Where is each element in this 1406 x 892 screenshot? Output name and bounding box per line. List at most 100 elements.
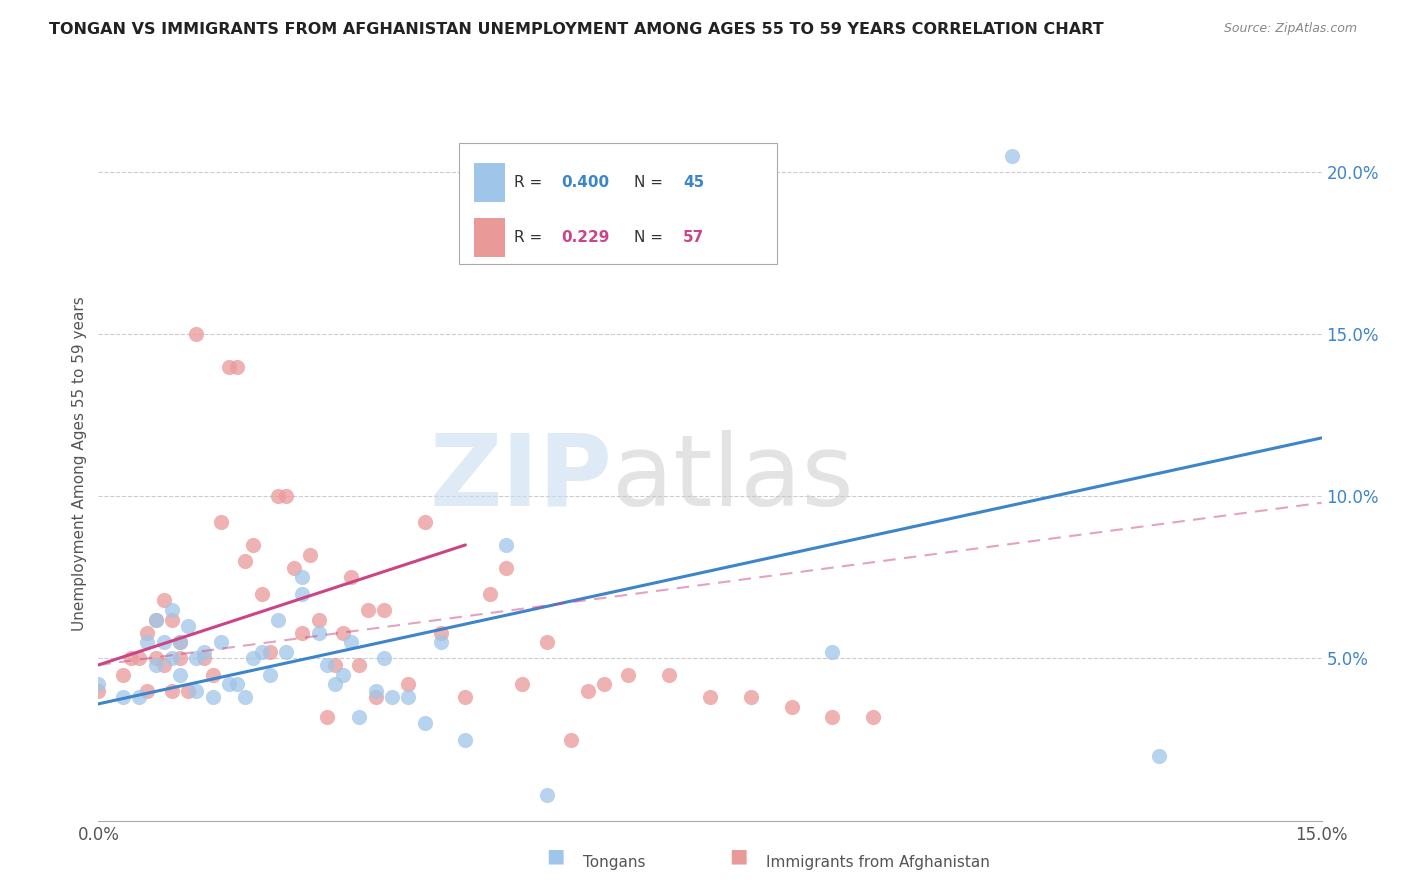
Immigrants from Afghanistan: [617, 667, 640, 681]
Bar: [474, 163, 505, 202]
Tongans: [160, 651, 183, 665]
Immigrants from Afghanistan: [536, 635, 558, 649]
Immigrants from Afghanistan: [315, 710, 337, 724]
Immigrants from Afghanistan: [699, 690, 721, 705]
Text: R =: R =: [515, 175, 547, 190]
Immigrants from Afghanistan: [560, 732, 582, 747]
Tongans: [218, 677, 240, 691]
Tongans: [242, 651, 264, 665]
Immigrants from Afghanistan: [233, 554, 256, 568]
Immigrants from Afghanistan: [209, 515, 232, 529]
Immigrants from Afghanistan: [349, 657, 371, 672]
Tongans: [291, 570, 314, 584]
Tongans: [250, 645, 273, 659]
Text: R =: R =: [515, 230, 547, 244]
Immigrants from Afghanistan: [169, 635, 191, 649]
Text: ZIP: ZIP: [429, 430, 612, 526]
Tongans: [267, 613, 290, 627]
Immigrants from Afghanistan: [226, 359, 249, 374]
Tongans: [364, 684, 387, 698]
Immigrants from Afghanistan: [576, 684, 599, 698]
Tongans: [111, 690, 134, 705]
Tongans: [226, 677, 249, 691]
Tongans: [145, 613, 167, 627]
Tongans: [323, 677, 346, 691]
FancyBboxPatch shape: [460, 143, 778, 264]
Tongans: [186, 651, 208, 665]
Text: Source: ZipAtlas.com: Source: ZipAtlas.com: [1223, 22, 1357, 36]
Tongans: [145, 657, 167, 672]
Tongans: [349, 710, 371, 724]
Immigrants from Afghanistan: [145, 613, 167, 627]
Immigrants from Afghanistan: [283, 560, 305, 574]
Immigrants from Afghanistan: [152, 657, 174, 672]
Tongans: [87, 677, 110, 691]
Tongans: [160, 603, 183, 617]
Text: 45: 45: [683, 175, 704, 190]
Immigrants from Afghanistan: [87, 684, 110, 698]
Immigrants from Afghanistan: [242, 538, 264, 552]
Immigrants from Afghanistan: [160, 684, 183, 698]
Immigrants from Afghanistan: [413, 515, 436, 529]
Immigrants from Afghanistan: [193, 651, 215, 665]
Immigrants from Afghanistan: [740, 690, 762, 705]
Immigrants from Afghanistan: [495, 560, 517, 574]
Text: Immigrants from Afghanistan: Immigrants from Afghanistan: [766, 855, 990, 870]
Immigrants from Afghanistan: [145, 651, 167, 665]
Tongans: [233, 690, 256, 705]
Immigrants from Afghanistan: [332, 625, 354, 640]
Tongans: [291, 586, 314, 600]
Tongans: [454, 732, 477, 747]
Immigrants from Afghanistan: [177, 684, 200, 698]
Tongans: [274, 645, 297, 659]
Immigrants from Afghanistan: [512, 677, 534, 691]
Tongans: [186, 684, 208, 698]
Immigrants from Afghanistan: [120, 651, 142, 665]
Text: 0.400: 0.400: [561, 175, 609, 190]
Immigrants from Afghanistan: [136, 625, 159, 640]
Y-axis label: Unemployment Among Ages 55 to 59 years: Unemployment Among Ages 55 to 59 years: [72, 296, 87, 632]
Tongans: [136, 635, 159, 649]
Tongans: [495, 538, 517, 552]
Tongans: [1147, 748, 1170, 763]
Tongans: [821, 645, 844, 659]
Bar: [474, 218, 505, 257]
Tongans: [128, 690, 150, 705]
Tongans: [340, 635, 363, 649]
Immigrants from Afghanistan: [259, 645, 281, 659]
Immigrants from Afghanistan: [478, 586, 501, 600]
Immigrants from Afghanistan: [218, 359, 240, 374]
Tongans: [177, 619, 200, 633]
Tongans: [201, 690, 224, 705]
Immigrants from Afghanistan: [274, 489, 297, 503]
Immigrants from Afghanistan: [152, 593, 174, 607]
Immigrants from Afghanistan: [396, 677, 419, 691]
Tongans: [413, 716, 436, 731]
Text: atlas: atlas: [612, 430, 853, 526]
Immigrants from Afghanistan: [593, 677, 616, 691]
Tongans: [152, 635, 174, 649]
Tongans: [536, 788, 558, 802]
Immigrants from Afghanistan: [862, 710, 884, 724]
Text: 57: 57: [683, 230, 704, 244]
Tongans: [169, 667, 191, 681]
Immigrants from Afghanistan: [160, 613, 183, 627]
Tongans: [396, 690, 419, 705]
Text: N =: N =: [634, 175, 668, 190]
Immigrants from Afghanistan: [340, 570, 363, 584]
Tongans: [1001, 149, 1024, 163]
Text: ■: ■: [728, 847, 748, 865]
Immigrants from Afghanistan: [454, 690, 477, 705]
Text: 0.229: 0.229: [561, 230, 609, 244]
Immigrants from Afghanistan: [291, 625, 314, 640]
Tongans: [430, 635, 453, 649]
Immigrants from Afghanistan: [373, 603, 395, 617]
Tongans: [308, 625, 330, 640]
Tongans: [259, 667, 281, 681]
Immigrants from Afghanistan: [323, 657, 346, 672]
Immigrants from Afghanistan: [430, 625, 453, 640]
Immigrants from Afghanistan: [111, 667, 134, 681]
Tongans: [193, 645, 215, 659]
Immigrants from Afghanistan: [780, 700, 803, 714]
Immigrants from Afghanistan: [308, 613, 330, 627]
